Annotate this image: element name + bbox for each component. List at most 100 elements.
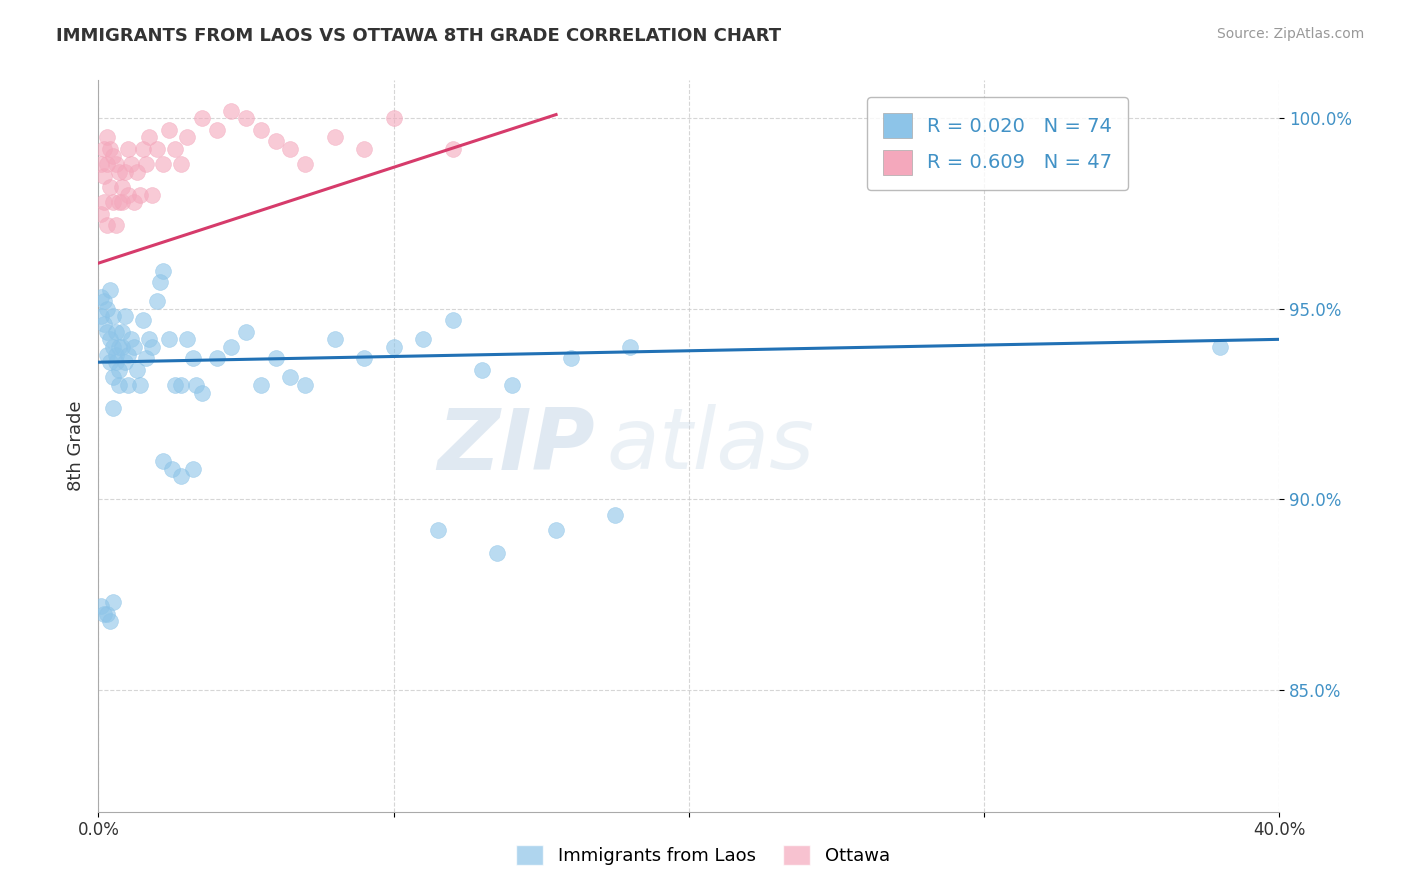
Point <box>103 195 125 210</box>
Point <box>111 325 134 339</box>
Point <box>170 469 193 483</box>
Point <box>96 607 118 621</box>
Point <box>120 332 142 346</box>
Point <box>619 340 641 354</box>
Point <box>152 157 174 171</box>
Point <box>111 340 134 354</box>
Point <box>103 595 125 609</box>
Point <box>486 546 509 560</box>
Point <box>125 363 148 377</box>
Point <box>250 123 273 137</box>
Point <box>501 378 523 392</box>
Point <box>560 351 582 366</box>
Point <box>108 164 131 178</box>
Point <box>441 313 464 327</box>
Point <box>96 218 118 232</box>
Point <box>125 164 148 178</box>
Point <box>103 149 125 163</box>
Point <box>146 142 169 156</box>
Point <box>170 378 193 392</box>
Point <box>105 347 128 361</box>
Point <box>141 340 163 354</box>
Point <box>294 157 316 171</box>
Point <box>135 157 157 171</box>
Point <box>264 351 287 366</box>
Point <box>93 317 115 331</box>
Point <box>235 112 257 126</box>
Point <box>117 347 139 361</box>
Point <box>152 264 174 278</box>
Point <box>205 123 228 137</box>
Point <box>103 401 125 415</box>
Point <box>120 157 142 171</box>
Point <box>191 112 214 126</box>
Point <box>90 310 112 324</box>
Point <box>96 157 118 171</box>
Point <box>93 294 115 309</box>
Point <box>90 290 112 304</box>
Point <box>152 454 174 468</box>
Point <box>157 332 180 346</box>
Point <box>146 294 169 309</box>
Point <box>98 283 121 297</box>
Point <box>441 142 464 156</box>
Point <box>90 157 112 171</box>
Point <box>103 340 125 354</box>
Point <box>93 142 115 156</box>
Point <box>353 351 375 366</box>
Point <box>141 187 163 202</box>
Point <box>98 355 121 369</box>
Point <box>132 313 155 327</box>
Point <box>382 340 405 354</box>
Point <box>165 142 187 156</box>
Point <box>181 351 204 366</box>
Point <box>122 340 145 354</box>
Point <box>250 378 273 392</box>
Point <box>184 378 207 392</box>
Point <box>427 523 450 537</box>
Point <box>280 370 302 384</box>
Point <box>98 180 121 194</box>
Point <box>93 195 115 210</box>
Point <box>96 301 118 316</box>
Point <box>98 614 121 628</box>
Point <box>96 325 118 339</box>
Point <box>132 142 155 156</box>
Point <box>108 340 131 354</box>
Point <box>280 142 302 156</box>
Point <box>191 385 214 400</box>
Point <box>111 195 134 210</box>
Point <box>205 351 228 366</box>
Text: atlas: atlas <box>606 404 814 488</box>
Point <box>471 363 494 377</box>
Point <box>176 130 198 145</box>
Point <box>128 378 150 392</box>
Point <box>165 378 187 392</box>
Point <box>93 169 115 183</box>
Legend: Immigrants from Laos, Ottawa: Immigrants from Laos, Ottawa <box>508 836 898 874</box>
Text: IMMIGRANTS FROM LAOS VS OTTAWA 8TH GRADE CORRELATION CHART: IMMIGRANTS FROM LAOS VS OTTAWA 8TH GRADE… <box>56 27 782 45</box>
Point <box>353 142 375 156</box>
Point <box>221 103 243 118</box>
Point <box>162 462 183 476</box>
Point <box>264 134 287 148</box>
Point <box>108 195 131 210</box>
Point <box>98 142 121 156</box>
Point <box>96 347 118 361</box>
Point <box>96 130 118 145</box>
Point <box>105 157 128 171</box>
Point <box>138 332 160 346</box>
Point <box>546 523 568 537</box>
Point <box>128 187 150 202</box>
Point <box>90 206 112 220</box>
Point <box>382 112 405 126</box>
Point <box>235 325 257 339</box>
Point <box>117 142 139 156</box>
Point <box>108 363 131 377</box>
Point <box>294 378 316 392</box>
Point <box>117 378 139 392</box>
Point <box>170 157 193 171</box>
Point <box>412 332 434 346</box>
Point <box>93 607 115 621</box>
Point <box>1209 340 1232 354</box>
